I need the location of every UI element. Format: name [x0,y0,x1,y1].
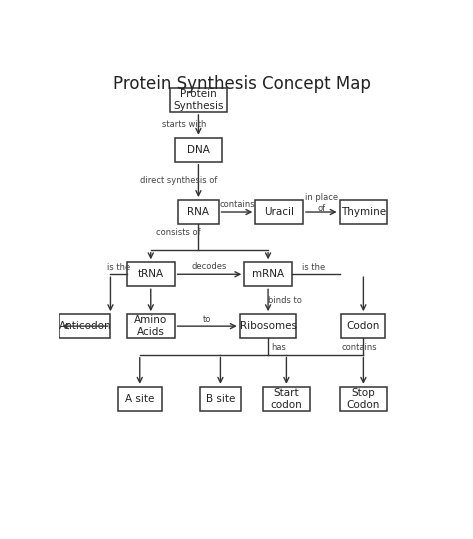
FancyBboxPatch shape [118,387,162,411]
FancyBboxPatch shape [59,314,110,338]
Text: Protein
Synthesis: Protein Synthesis [173,89,224,110]
Text: Start
codon: Start codon [271,388,302,410]
FancyBboxPatch shape [340,200,387,224]
Text: is the: is the [107,263,131,272]
FancyBboxPatch shape [263,387,310,411]
FancyBboxPatch shape [255,200,303,224]
FancyBboxPatch shape [244,262,292,286]
FancyBboxPatch shape [178,200,219,224]
Text: in place
of: in place of [305,193,338,212]
Text: RNA: RNA [187,207,210,217]
FancyBboxPatch shape [127,314,175,338]
Text: is the: is the [302,263,325,272]
FancyBboxPatch shape [175,138,222,162]
Text: contains: contains [219,200,255,209]
FancyBboxPatch shape [127,262,175,286]
Text: binds to: binds to [268,296,301,305]
FancyBboxPatch shape [340,387,387,411]
Text: Amino
Acids: Amino Acids [134,315,167,337]
Text: tRNA: tRNA [138,270,164,279]
Text: Uracil: Uracil [264,207,294,217]
Text: Anticodon: Anticodon [59,321,111,331]
Text: Ribosomes: Ribosomes [239,321,297,331]
Text: Thymine: Thymine [341,207,386,217]
Text: has: has [272,343,287,352]
FancyBboxPatch shape [240,314,297,338]
Text: B site: B site [206,394,235,404]
Text: mRNA: mRNA [252,270,284,279]
Text: Protein Synthesis Concept Map: Protein Synthesis Concept Map [114,75,371,93]
Text: consists of: consists of [156,229,201,237]
Text: direct synthesis of: direct synthesis of [140,176,217,185]
Text: Stop
Codon: Stop Codon [347,388,380,410]
Text: DNA: DNA [187,145,210,155]
FancyBboxPatch shape [342,314,385,338]
FancyBboxPatch shape [170,88,227,112]
Text: starts with: starts with [162,120,206,129]
Text: A site: A site [125,394,155,404]
Text: to: to [203,315,211,324]
Text: decodes: decodes [192,262,227,271]
Text: Codon: Codon [347,321,380,331]
FancyBboxPatch shape [200,387,241,411]
Text: contains: contains [342,343,377,352]
